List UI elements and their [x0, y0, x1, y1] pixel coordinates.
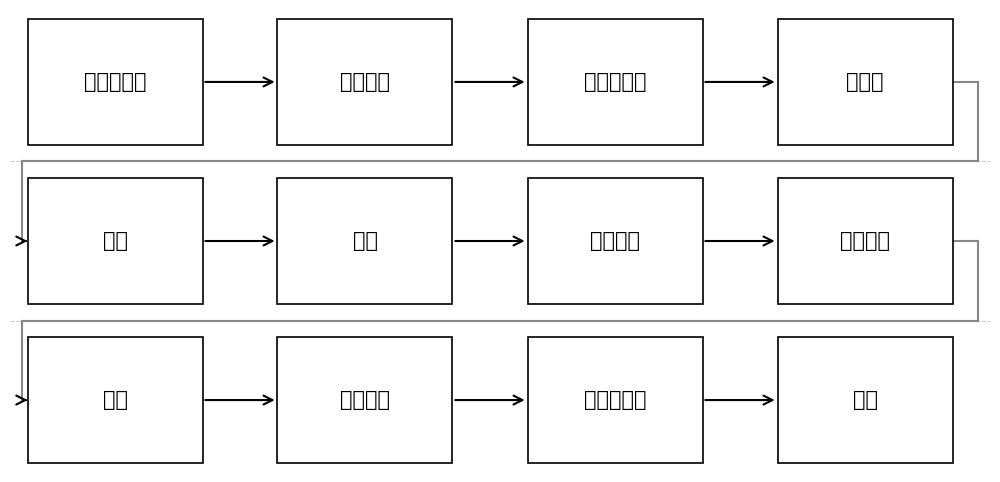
Text: 镀镖、镀金: 镀镖、镀金: [584, 390, 646, 410]
Bar: [277, 19, 452, 145]
Text: 沟槽腐蚀: 沟槽腐蚀: [590, 231, 640, 251]
Bar: [528, 19, 702, 145]
Text: 划片: 划片: [852, 390, 878, 410]
Text: 磷推进: 磷推进: [846, 72, 884, 92]
Bar: [778, 178, 952, 304]
Bar: [778, 337, 952, 463]
Text: 去氧化层: 去氧化层: [340, 390, 390, 410]
Bar: [277, 178, 452, 304]
Bar: [28, 19, 202, 145]
Text: 光刻: 光刻: [352, 231, 378, 251]
Text: 双面电泳: 双面电泳: [840, 231, 890, 251]
Bar: [28, 178, 202, 304]
Text: 扩散前处理: 扩散前处理: [84, 72, 146, 92]
Text: 扩散前处理: 扩散前处理: [584, 72, 646, 92]
Text: 烧结: 烧结: [103, 390, 128, 410]
Bar: [28, 337, 202, 463]
Bar: [778, 19, 952, 145]
Text: 磷源预扩: 磷源预扩: [340, 72, 390, 92]
Bar: [528, 178, 702, 304]
Bar: [528, 337, 702, 463]
Text: 氧化: 氧化: [103, 231, 128, 251]
Bar: [277, 337, 452, 463]
